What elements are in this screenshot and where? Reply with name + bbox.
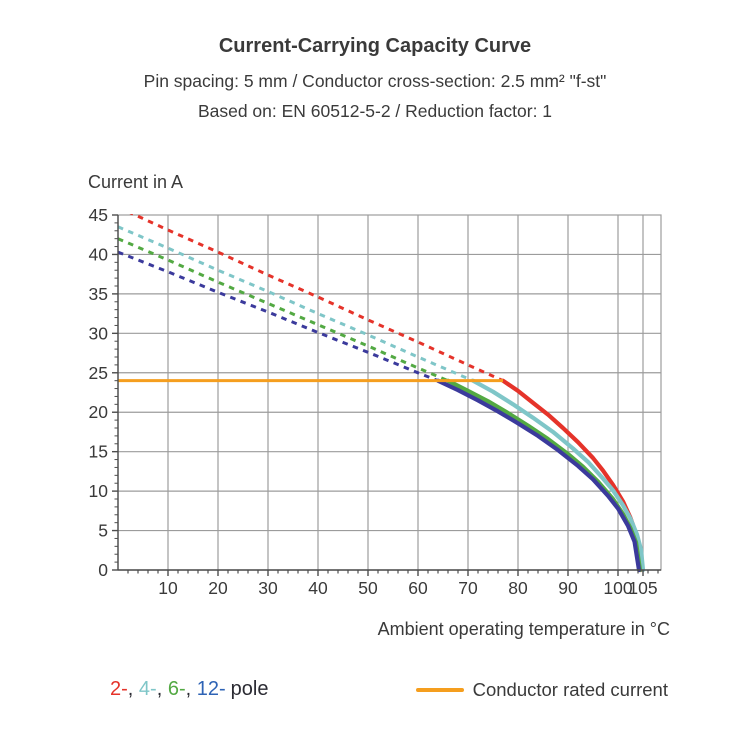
y-tick-label: 15 xyxy=(89,442,108,462)
chart-subtitle-line2: Based on: EN 60512-5-2 / Reduction facto… xyxy=(197,100,553,121)
series-4-pole-dashed xyxy=(117,225,474,383)
y-axis-title: Current in A xyxy=(88,172,184,192)
y-tick-label: 40 xyxy=(89,244,109,264)
legend-separator: , xyxy=(185,678,197,700)
x-tick-label: 20 xyxy=(208,578,228,598)
chart-subtitle-line1: Pin spacing: 5 mm / Conductor cross-sect… xyxy=(143,71,607,91)
legend-2-pole-label: 2- xyxy=(110,678,128,700)
legend-pole-colors: 2-, 4-, 6-, 12- pole xyxy=(110,678,268,701)
chart-grid xyxy=(117,214,662,571)
rated-current-line-swatch xyxy=(415,687,464,692)
legend-separator: , xyxy=(156,678,168,700)
x-tick-label: 80 xyxy=(508,578,528,598)
legend: 2-, 4-, 6-, 12- pole Conductor rated curr… xyxy=(110,678,668,701)
x-axis-title: Ambient operating temperature in °C xyxy=(377,619,670,639)
series-2-pole-dashed xyxy=(129,214,504,383)
series-12-pole-solid xyxy=(435,378,642,573)
legend-4-pole-label: 4- xyxy=(138,678,157,700)
x-tick-label: 50 xyxy=(358,578,378,598)
plot-border xyxy=(117,214,662,571)
x-tick-label: 10 xyxy=(158,578,178,598)
x-tick-label: 60 xyxy=(408,578,428,598)
x-tick-label: 90 xyxy=(558,578,578,598)
x-tick-label: 40 xyxy=(308,578,328,598)
y-tick-label: 30 xyxy=(89,323,109,343)
y-tick-label: 5 xyxy=(98,521,108,541)
y-tick-label: 20 xyxy=(89,402,109,422)
title-block: Current-Carrying Capacity Curve Pin spac… xyxy=(0,35,750,126)
y-tick-label: 10 xyxy=(89,481,109,501)
y-tick-label: 35 xyxy=(89,284,108,304)
series-4-pole-solid xyxy=(470,378,646,573)
y-tick-label: 0 xyxy=(98,560,108,580)
y-tick-label: 25 xyxy=(89,363,108,383)
x-tick-label: 30 xyxy=(258,578,278,598)
chart-series xyxy=(117,214,646,573)
y-tick-label: 45 xyxy=(89,205,108,225)
rated-current-label: Conductor rated current xyxy=(472,678,668,700)
legend-12-pole-label: 12- xyxy=(196,678,226,700)
x-tick-label: 70 xyxy=(458,578,478,598)
chart-title: Current-Carrying Capacity Curve xyxy=(218,35,532,57)
x-tick-label: 105 xyxy=(628,578,657,598)
x-tick-label: 100 xyxy=(603,578,632,598)
legend-rated-current: Conductor rated current xyxy=(415,678,668,701)
legend-pole-suffix: pole xyxy=(230,678,269,700)
legend-6-pole-label: 6- xyxy=(167,678,186,700)
legend-separator: , xyxy=(127,678,139,700)
series-6-pole-dashed xyxy=(117,237,449,383)
series-12-pole-dashed xyxy=(117,250,439,383)
